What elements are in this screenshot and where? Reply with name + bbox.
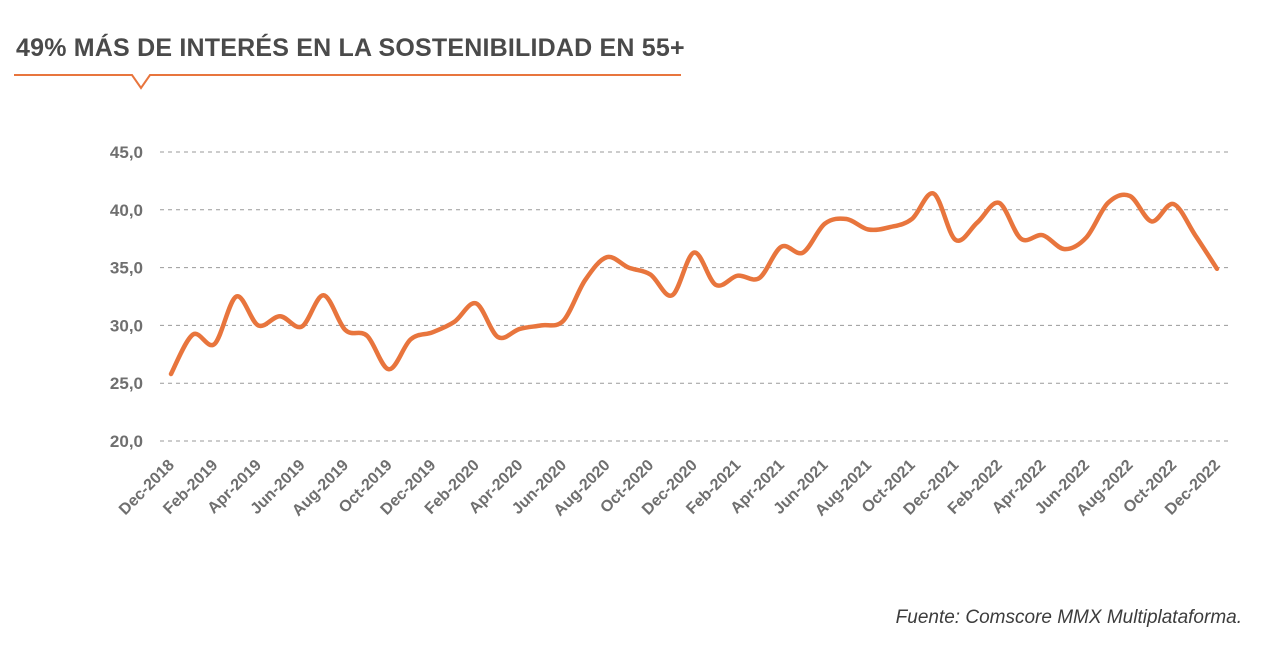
series-line [168,191,1220,377]
source-note: Fuente: Comscore MMX Multiplataforma. [895,607,1242,628]
y-tick-label: 40,0 [110,201,143,220]
line-chart: 20,0 25,0 30,0 35,0 40,0 45,0 Dec-2018Feb-201… [110,143,1228,520]
y-axis-ticks: 20,0 25,0 30,0 35,0 40,0 45,0 [110,143,143,451]
y-tick-label: 20,0 [110,432,143,451]
x-axis-ticks: Dec-2018Feb-2019Apr-2019Jun-2019Aug-2019… [116,457,1224,520]
title-underline [14,74,681,90]
y-tick-label: 45,0 [110,143,143,162]
gridlines [160,151,1228,442]
chart-title: 49% MÁS DE INTERÉS EN LA SOSTENIBILIDAD … [16,34,685,62]
title-underline-pointer [14,74,681,90]
y-tick-label: 25,0 [110,374,143,393]
y-tick-label: 30,0 [110,316,143,335]
y-tick-label: 35,0 [110,259,143,278]
